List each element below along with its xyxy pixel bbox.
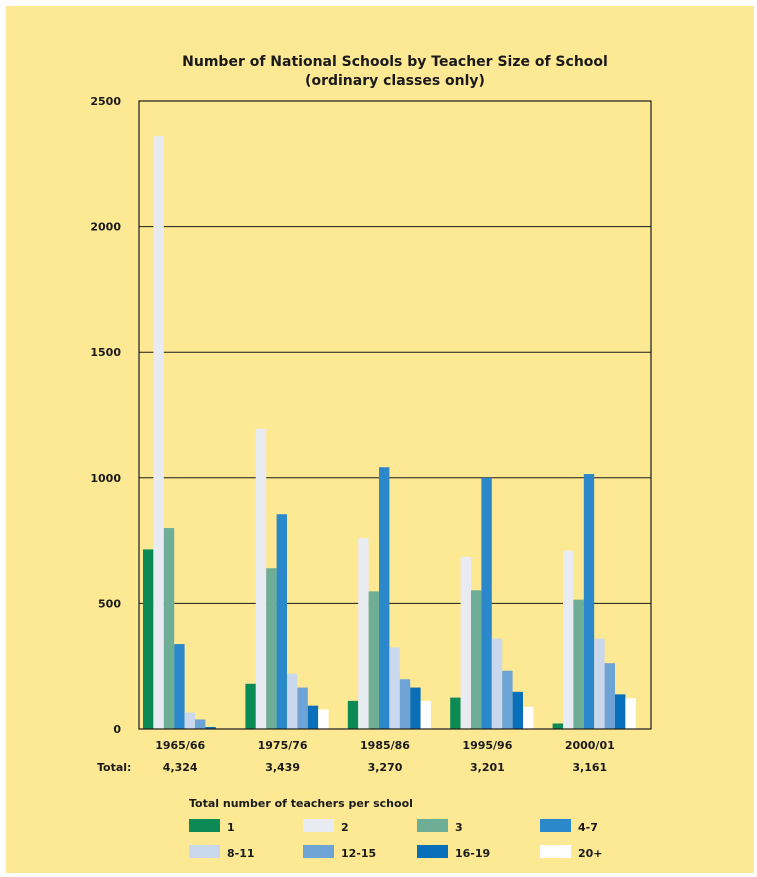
bar: [143, 549, 154, 729]
x-tick-label: 1985/86: [360, 739, 410, 752]
chart-title-line-2: (ordinary classes only): [305, 73, 485, 89]
bar: [594, 638, 605, 729]
y-tick-label: 1500: [90, 346, 121, 359]
legend-label: 3: [455, 821, 463, 834]
bar: [287, 673, 298, 729]
bar: [625, 698, 636, 729]
x-tick-labels: 1965/66 1975/76 1985/86 1995/96 2000/01: [155, 739, 615, 752]
legend-label: 4-7: [578, 821, 598, 834]
gridlines: [139, 226, 651, 604]
bar: [471, 590, 482, 729]
legend-label: 1: [227, 821, 235, 834]
bar: [552, 723, 563, 729]
legend-label: 20+: [578, 847, 603, 860]
legend-label: 12-15: [341, 847, 376, 860]
legend-swatch: [540, 819, 571, 832]
bar: [420, 700, 431, 729]
bar: [502, 670, 513, 729]
bar: [276, 514, 287, 729]
bar: [460, 556, 471, 729]
bar: [389, 647, 400, 729]
plot-frame: [138, 100, 652, 730]
legend-label: 8-11: [227, 847, 255, 860]
bar: [174, 644, 185, 729]
bar: [195, 719, 206, 729]
x-tick-label: 1965/66: [155, 739, 205, 752]
y-tick-labels: 0 500 1000 1500 2000 2500: [90, 95, 121, 736]
totals-row: 4,324 3,439 3,270 3,201 3,161: [163, 761, 607, 774]
total-value: 3,439: [265, 761, 300, 774]
bar: [245, 683, 256, 729]
bar: [266, 568, 277, 729]
bar: [347, 700, 359, 729]
legend-swatch: [417, 845, 448, 858]
bar: [481, 477, 492, 729]
bar: [583, 474, 595, 729]
legend-label: 2: [341, 821, 349, 834]
legend-label: 16-19: [455, 847, 490, 860]
bar: [255, 428, 267, 729]
y-tick-label: 2000: [90, 221, 121, 234]
totals-label: Total:: [97, 761, 131, 774]
y-tick-label: 0: [113, 723, 121, 736]
bar: [399, 679, 411, 729]
bar: [410, 687, 421, 729]
bar: [368, 591, 379, 729]
bar: [297, 687, 308, 729]
y-tick-label: 2500: [90, 95, 121, 108]
bar: [184, 712, 195, 729]
legend-swatch: [303, 819, 334, 832]
x-tick-label: 1975/76: [258, 739, 308, 752]
bar: [318, 709, 329, 729]
bars: [143, 136, 636, 730]
y-tick-label: 500: [98, 597, 121, 610]
bar: [573, 599, 584, 729]
legend-swatch: [189, 819, 220, 832]
bar: [523, 706, 534, 729]
bar: [563, 550, 574, 729]
total-value: 4,324: [163, 761, 198, 774]
bar: [615, 694, 626, 729]
x-tick-label: 1995/96: [462, 739, 512, 752]
total-value: 3,161: [572, 761, 607, 774]
chart-title-line-1: Number of National Schools by Teacher Si…: [182, 54, 608, 70]
legend-swatch: [540, 845, 571, 858]
legend-title: Total number of teachers per school: [189, 797, 413, 810]
legend-swatch: [303, 845, 334, 858]
bar: [512, 691, 523, 729]
legend-swatch: [417, 819, 448, 832]
bar: [491, 638, 503, 729]
bar: [450, 697, 461, 729]
bar: [163, 528, 175, 729]
x-tick-label: 2000/01: [565, 739, 615, 752]
bar: [153, 136, 164, 730]
bar: [604, 663, 615, 729]
bar: [358, 538, 369, 729]
legend: 1 2 3 4-7 8-11 12-15 16-19 20+: [189, 819, 603, 860]
bar: [307, 705, 319, 729]
legend-swatch: [189, 845, 220, 858]
bar: [205, 726, 216, 729]
bar: [379, 467, 390, 729]
total-value: 3,201: [470, 761, 505, 774]
total-value: 3,270: [368, 761, 403, 774]
y-tick-label: 1000: [90, 472, 121, 485]
